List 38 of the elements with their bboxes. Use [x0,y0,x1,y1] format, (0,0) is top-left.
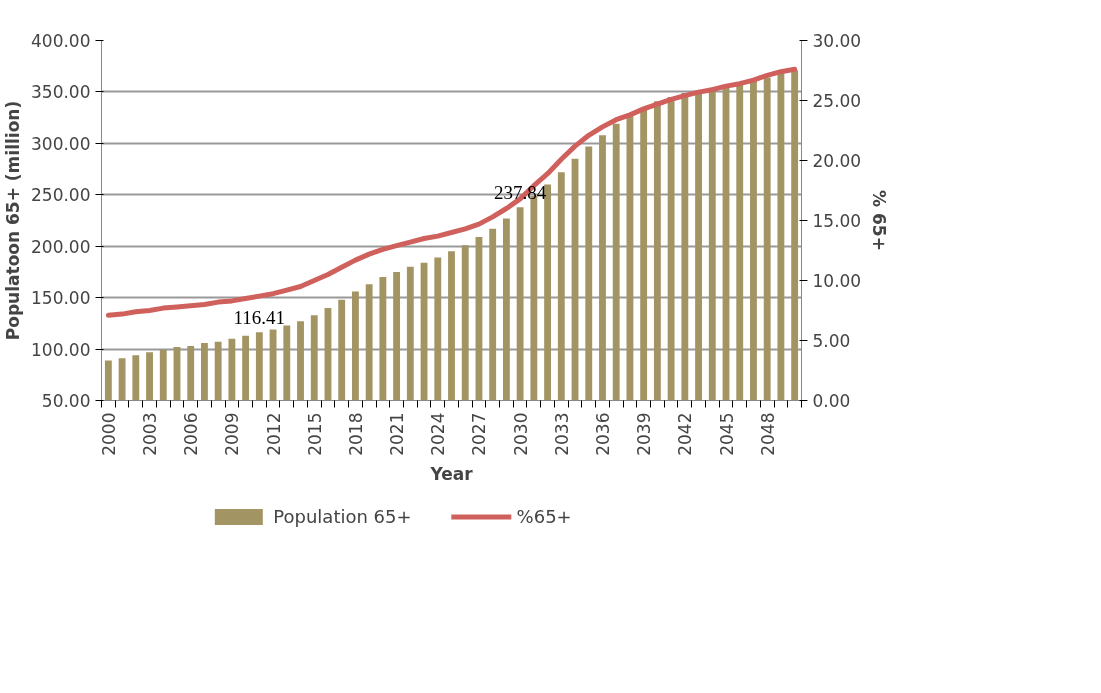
x-tick-label: 2012 [263,412,284,456]
x-tick-label: 2003 [140,412,161,456]
y-tick-label: 250.00 [31,185,91,206]
x-tick-label: 2039 [634,412,655,456]
x-tick-label: 2000 [98,412,119,456]
legend-label: Population 65+ [273,505,412,527]
x-tick-label: 2021 [387,412,408,456]
x-tick-label: 2006 [181,412,202,456]
x-tick-label: 2009 [222,412,243,456]
x-tick-label: 2033 [551,412,572,456]
y-tick-label: 400.00 [31,31,91,51]
y-tick-label: 300.00 [31,133,91,154]
x-tick-label: 2042 [675,412,696,456]
x-tick-label: 2048 [757,412,778,456]
x-tick-label: 2030 [510,412,531,456]
y-tick-label: 50.00 [41,391,91,411]
y-tick-label: 100.00 [31,339,91,360]
x-tick-label: 2024 [428,412,449,456]
y2-tick-label: 25.00 [812,91,862,111]
x-tick-label: 2027 [469,412,490,456]
x-tick-label: 2018 [345,412,366,456]
y2-tick-label: 0.00 [812,391,851,411]
data-label: 116.41 [233,307,286,329]
x-tick-label: 2015 [304,412,325,456]
y-tick-label: 150.00 [31,288,91,309]
legend-label: %65+ [516,505,572,527]
x-tick-label: 2036 [592,412,613,456]
y-tick-label: 350.00 [31,82,91,103]
y-tick-label: 200.00 [31,236,91,257]
y2-axis-title: % 65+ [869,190,890,251]
y2-tick-label: 30.00 [812,31,862,51]
y2-tick-label: 10.00 [812,271,862,291]
y-axis-title: Populatoon 65+ (million) [3,100,24,341]
x-tick-label: 2045 [716,412,737,456]
y2-tick-label: 5.00 [812,331,851,351]
y2-tick-label: 20.00 [812,151,862,171]
x-axis-title: Year [429,463,474,484]
y2-tick-label: 15.00 [812,211,862,231]
